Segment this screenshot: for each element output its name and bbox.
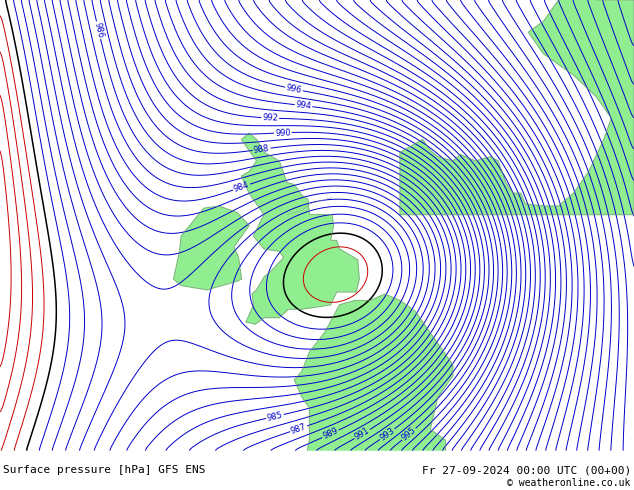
Text: 994: 994 <box>295 100 312 111</box>
Polygon shape <box>242 133 359 324</box>
Text: 993: 993 <box>378 426 396 442</box>
Text: Fr 27-09-2024 00:00 UTC (00+00): Fr 27-09-2024 00:00 UTC (00+00) <box>422 466 631 475</box>
Text: 984: 984 <box>233 180 250 194</box>
Text: Surface pressure [hPa] GFS ENS: Surface pressure [hPa] GFS ENS <box>3 466 205 475</box>
Text: 990: 990 <box>275 128 291 138</box>
Text: 985: 985 <box>266 410 283 422</box>
Text: 989: 989 <box>321 426 340 441</box>
Text: © weatheronline.co.uk: © weatheronline.co.uk <box>507 478 631 488</box>
Text: 986: 986 <box>93 22 105 39</box>
Polygon shape <box>174 206 249 290</box>
Polygon shape <box>400 0 634 215</box>
Text: 995: 995 <box>400 426 418 443</box>
Text: 996: 996 <box>285 83 302 95</box>
Text: 987: 987 <box>290 422 307 436</box>
Text: 992: 992 <box>262 113 278 123</box>
Text: 991: 991 <box>353 426 372 442</box>
Polygon shape <box>294 294 453 470</box>
Text: 988: 988 <box>253 144 270 155</box>
